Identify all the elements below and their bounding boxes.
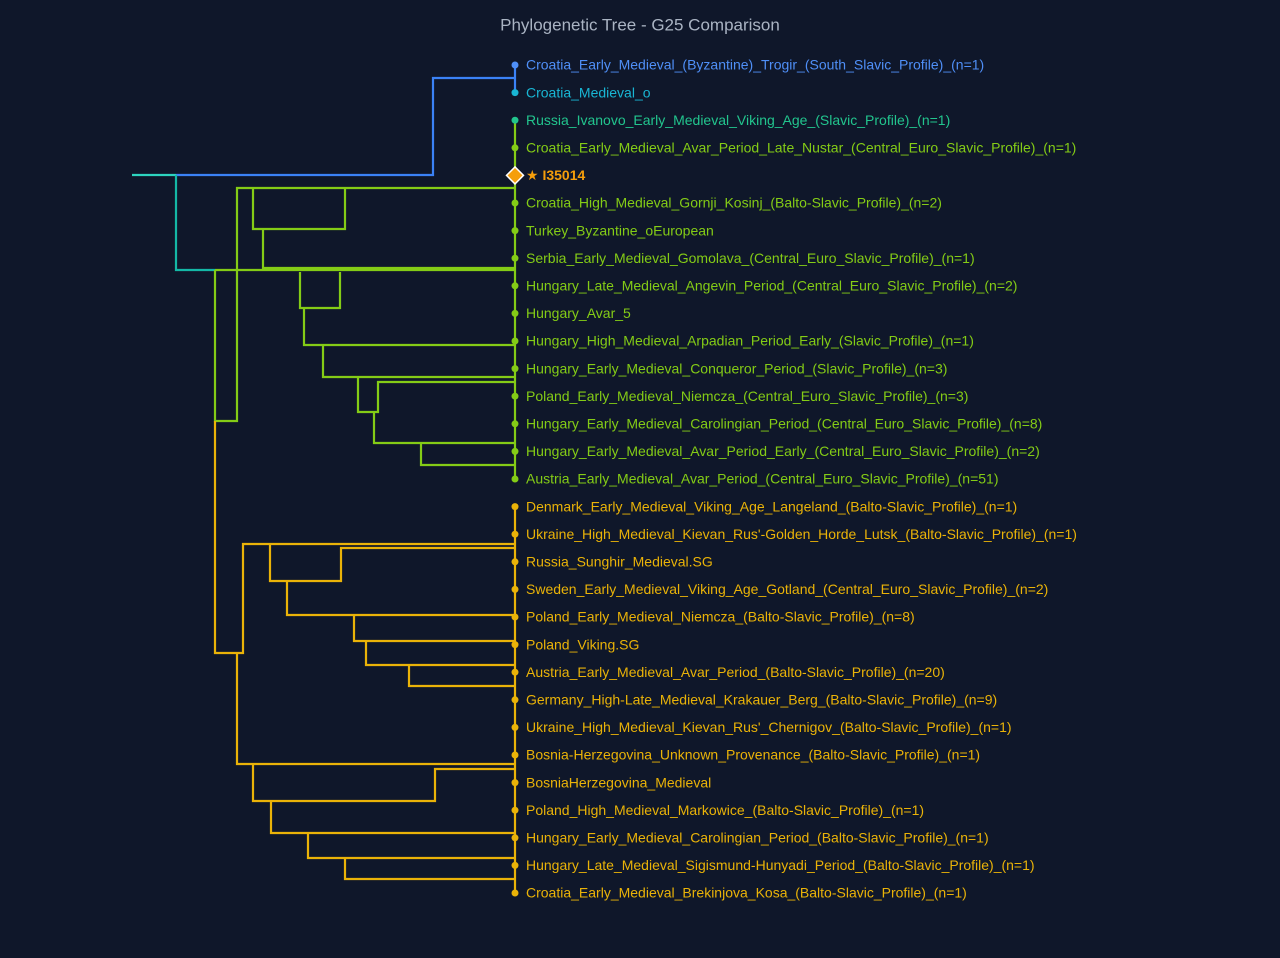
leaf-label: Hungary_Early_Medieval_Avar_Period_Early… [526, 443, 1040, 459]
leaf-dot [511, 779, 519, 787]
branch [174, 175, 215, 272]
leaf-label: Turkey_Byzantine_oEuropean [526, 222, 714, 238]
leaf-dot [511, 503, 519, 511]
leaf-label: Croatia_Early_Medieval_(Byzantine)_Trogi… [526, 57, 984, 73]
leaf-dot [511, 420, 519, 428]
leaf-label: Russia_Sunghir_Medieval.SG [526, 554, 713, 570]
leaf-label: Hungary_Avar_5 [526, 305, 631, 321]
leaf-dot [511, 806, 519, 814]
leaf-dot [511, 61, 519, 69]
leaf-label: Hungary_Late_Medieval_Sigismund-Hunyadi_… [526, 857, 1035, 873]
leaf-label: Bosnia-Herzegovina_Unknown_Provenance_(B… [526, 747, 980, 763]
leaf-label: Croatia_Medieval_o [526, 84, 651, 100]
leaf-label: Croatia_High_Medieval_Gornji_Kosinj_(Bal… [526, 195, 942, 211]
leaf-label: Russia_Ivanovo_Early_Medieval_Viking_Age… [526, 112, 950, 128]
leaf-label: Hungary_Early_Medieval_Carolingian_Perio… [526, 830, 989, 846]
leaf-label: Sweden_Early_Medieval_Viking_Age_Gotland… [526, 581, 1048, 597]
leaf-label: Denmark_Early_Medieval_Viking_Age_Langel… [526, 498, 1017, 514]
leaf-dot [511, 668, 519, 676]
branch [213, 421, 515, 655]
leaf-dot [511, 558, 519, 566]
branch [176, 76, 515, 177]
branch [268, 544, 515, 583]
leaf-label: Hungary_Early_Medieval_Carolingian_Perio… [526, 416, 1042, 432]
branch [356, 377, 515, 414]
leaf-label: Poland_High_Medieval_Markowice_(Balto-Sl… [526, 802, 924, 818]
leaf-dot [511, 696, 519, 704]
leaf-dot [511, 116, 519, 124]
leaf-dot [511, 641, 519, 649]
leaf-dot [511, 282, 519, 290]
branch [285, 581, 515, 617]
leaf-label: Poland_Early_Medieval_Niemcza_(Central_E… [526, 388, 968, 404]
leaf-label: Hungary_Late_Medieval_Angevin_Period_(Ce… [526, 278, 1017, 294]
branch [261, 229, 515, 270]
leaf-dot [511, 337, 519, 345]
leaf-label: Ukraine_High_Medieval_Kievan_Rus'-Golden… [526, 526, 1077, 542]
branch [235, 653, 515, 766]
leaf-dot [511, 227, 519, 235]
leaf-dot [511, 447, 519, 455]
leaf-dot [511, 751, 519, 759]
leaf-label: Poland_Viking.SG [526, 636, 639, 652]
leaf-label: Austria_Early_Medieval_Avar_Period_(Cent… [526, 471, 999, 487]
leaf-dot [511, 861, 519, 869]
leaf-label: Germany_High-Late_Medieval_Krakauer_Berg… [526, 692, 997, 708]
query-label: ★ I35014 [526, 167, 585, 183]
leaf-dot [511, 199, 519, 207]
leaves: Croatia_Early_Medieval_(Byzantine)_Trogi… [505, 57, 1077, 901]
leaf-dot [511, 889, 519, 897]
leaf-dot [511, 89, 519, 97]
leaf-label: Croatia_Early_Medieval_Brekinjova_Kosa_(… [526, 885, 967, 901]
query-marker [505, 165, 525, 185]
leaf-label: Croatia_Early_Medieval_Avar_Period_Late_… [526, 140, 1076, 156]
leaf-label: Serbia_Early_Medieval_Gomolava_(Central_… [526, 250, 975, 266]
leaf-dot [511, 365, 519, 373]
leaf-label: Ukraine_High_Medieval_Kievan_Rus'_Cherni… [526, 719, 1012, 735]
leaf-dot [511, 475, 519, 483]
branch [251, 188, 347, 231]
leaf-label: Poland_Early_Medieval_Niemcza_(Balto-Sla… [526, 609, 915, 625]
branch [407, 665, 515, 688]
branch [269, 801, 515, 835]
branch [364, 641, 515, 667]
title: Phylogenetic Tree - G25 Comparison [500, 15, 780, 34]
leaf-dot [511, 834, 519, 842]
branch [343, 858, 515, 881]
leaf-dot [511, 613, 519, 621]
leaf-dot [511, 144, 519, 152]
leaf-label: Hungary_High_Medieval_Arpadian_Period_Ea… [526, 333, 974, 349]
branch [419, 443, 515, 467]
leaf-dot [511, 392, 519, 400]
leaf-label: Hungary_Early_Medieval_Conqueror_Period_… [526, 360, 947, 376]
leaf-label: BosniaHerzegovina_Medieval [526, 774, 711, 790]
branch [298, 272, 342, 310]
branch [306, 833, 515, 860]
branch [352, 615, 515, 643]
branches [132, 65, 517, 893]
branch [251, 764, 515, 803]
branch [321, 345, 515, 379]
branch [302, 308, 515, 347]
leaf-dot [511, 723, 519, 731]
branch [213, 186, 515, 423]
branch [372, 412, 515, 445]
leaf-dot [511, 530, 519, 538]
leaf-dot [511, 309, 519, 317]
leaf-label: Austria_Early_Medieval_Avar_Period_(Balt… [526, 664, 945, 680]
leaf-dot [511, 585, 519, 593]
leaf-dot [511, 254, 519, 262]
